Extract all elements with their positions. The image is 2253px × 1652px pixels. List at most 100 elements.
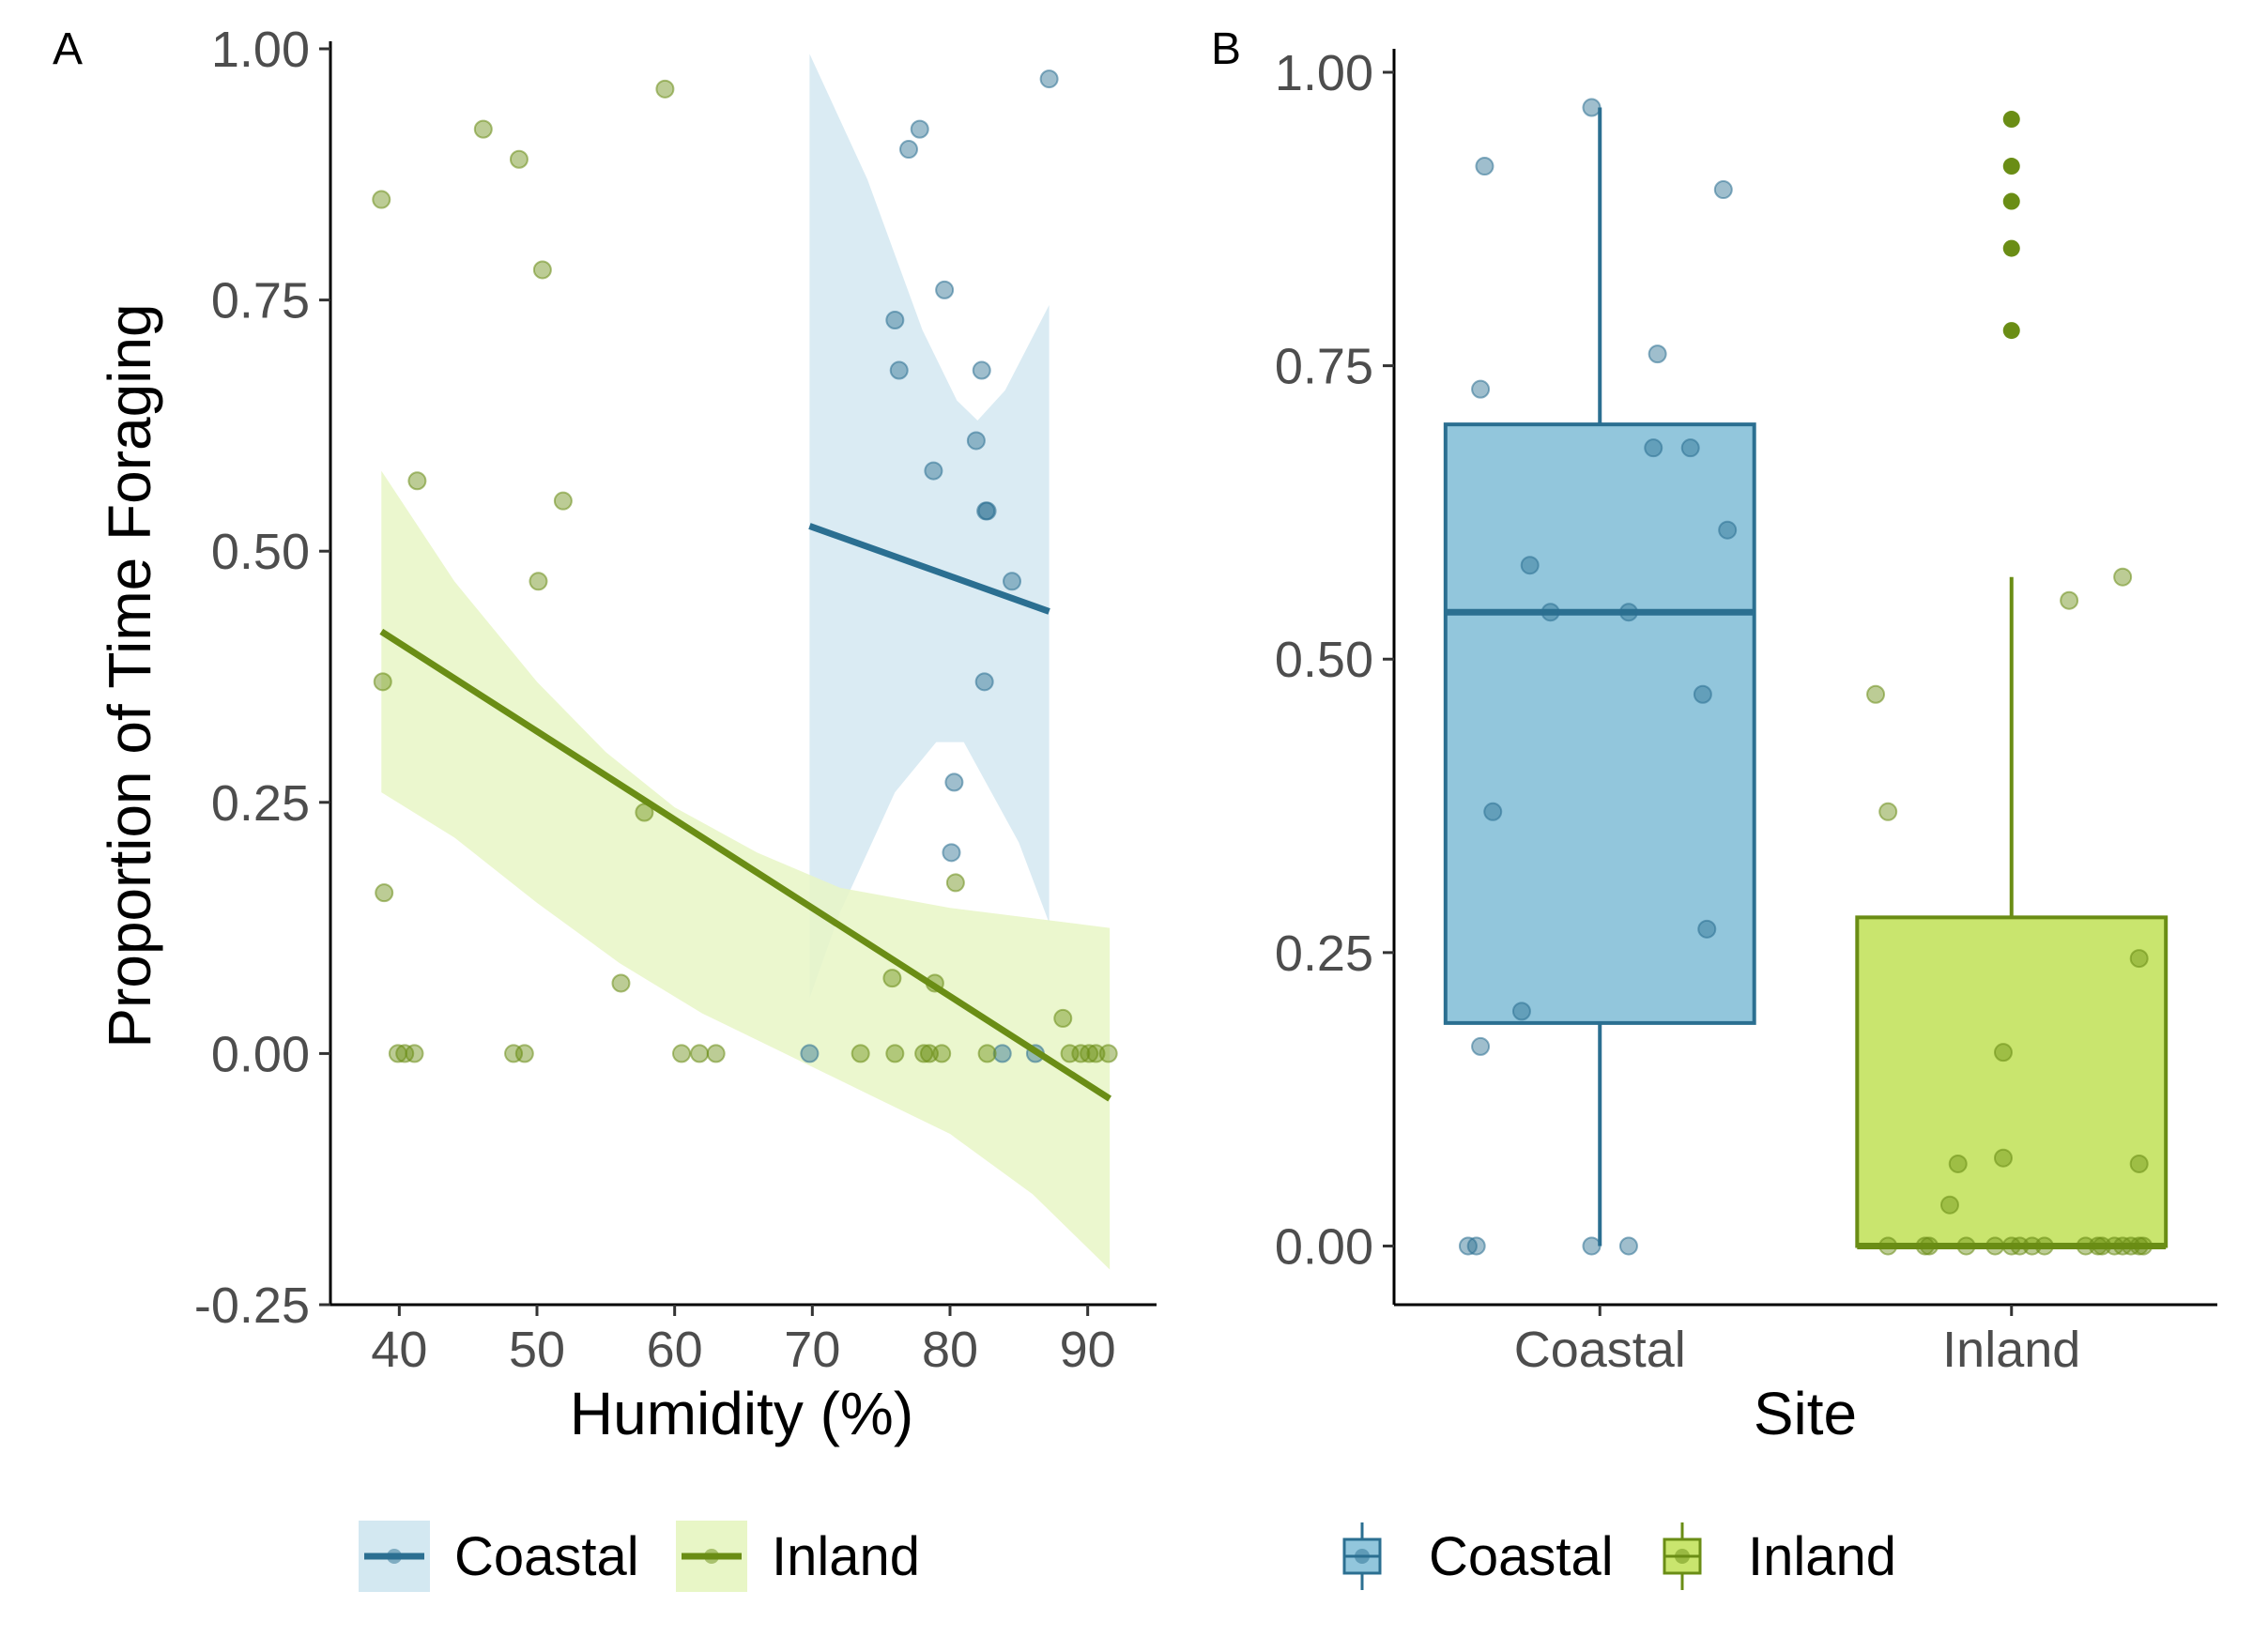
data-point-inland [706,1044,726,1063]
outlier-point-inland [2002,192,2020,210]
jitter-point-inland [2129,949,2149,969]
jitter-point-coastal [1471,379,1491,399]
data-point-inland [882,969,902,988]
data-point-inland [532,260,552,280]
data-point-inland [690,1044,710,1063]
fit-line-inland [379,628,1112,1102]
jitter-point-coastal [1582,1236,1602,1256]
legend-b-coastal-key [1342,1522,1382,1590]
data-point-coastal [910,119,929,139]
x-tick-label: 50 [509,1322,565,1378]
fit-line-coastal [808,523,1050,615]
data-point-inland [1080,1044,1099,1063]
jitter-point-inland [1993,1148,2013,1168]
data-point-inland [373,672,392,692]
x-tick-label: 40 [371,1322,427,1378]
y-tick-label: 0.50 [211,524,310,580]
ci-band-inland [381,470,1111,1270]
jitter-point-coastal [1471,1036,1491,1056]
legend-b-inland-key [1663,1522,1702,1590]
data-point-inland [509,149,529,169]
x-tick-label: 70 [784,1322,840,1378]
jitter-point-coastal [1540,603,1560,622]
y-tick-label: 0.25 [1275,925,1373,982]
y-tick-label: 0.75 [211,273,310,329]
jitter-point-inland [1878,802,1898,821]
data-point-inland [914,1044,934,1063]
data-point-coastal [935,280,955,299]
x-tick-label: 90 [1060,1322,1116,1378]
jitter-point-coastal [1511,1002,1531,1021]
legend-b: Coastal Inland [1342,1522,1896,1590]
x-tick-label: Inland [1942,1322,2080,1378]
data-point-inland [945,873,965,893]
data-point-coastal [885,311,905,330]
panel-b-boxplot: Coastal Inland 0.00 0.25 0.50 0.75 1.00 [1275,45,2217,1378]
outlier-point-inland [2002,239,2020,257]
jitter-point-inland [1920,1236,1939,1256]
data-point-inland [885,1044,905,1063]
jitter-point-inland [1993,1043,2013,1063]
y-tick-label: 0.00 [211,1026,310,1082]
x-tick-label: Coastal [1514,1322,1686,1378]
y-tick-label: 0.75 [1275,339,1373,395]
legend-b-coastal-label: Coastal [1429,1526,1614,1587]
data-point-inland [655,79,675,99]
jitter-point-coastal [1693,684,1712,704]
panel-a-scatter: 40 50 60 70 80 90 -0.25 0.00 0.25 0.50 0.75 1.00 [194,22,1157,1378]
data-point-coastal [992,1044,1012,1063]
legend-b-inland-label: Inland [1748,1526,1896,1587]
legend-a-inland-label: Inland [772,1526,920,1587]
jitter-point-coastal [1697,919,1717,939]
jitter-point-inland [1878,1236,1898,1256]
x-tick-label: 80 [922,1322,978,1378]
jitter-point-inland [1985,1236,2005,1256]
data-point-coastal [1039,69,1059,89]
data-point-inland [407,471,427,491]
data-point-coastal [972,360,991,380]
outlier-point-inland [2002,111,2020,129]
data-point-coastal [1003,572,1021,591]
data-point-inland [395,1044,415,1063]
jitter-point-inland [1948,1154,1968,1173]
data-point-coastal [944,772,964,792]
data-point-inland [553,491,573,511]
y-tick-label: 0.00 [1275,1218,1373,1275]
legend-a-inland-key [676,1521,747,1592]
jitter-point-inland [1939,1195,1959,1215]
jitter-point-coastal [1680,438,1700,458]
x-tick-label: 60 [647,1322,703,1378]
ci-band-coastal [809,54,1050,999]
jitter-point-coastal [1713,180,1733,200]
jitter-point-coastal [1648,344,1667,364]
outlier-point-inland [2002,322,2020,340]
jitter-point-coastal [1483,802,1503,821]
jitter-point-coastal [1466,1236,1486,1256]
data-point-coastal [974,672,994,692]
data-point-inland [375,883,394,903]
data-point-coastal [966,431,986,451]
jitter-point-coastal [1582,98,1602,117]
jitter-point-inland [1956,1236,1976,1256]
panel-b-xlabel: Site [1754,1380,1857,1447]
data-point-coastal [800,1044,820,1063]
legend-a: Coastal Inland [359,1521,920,1592]
jitter-point-coastal [1520,556,1540,575]
data-point-coastal [977,501,997,521]
panel-a-xlabel: Humidity (%) [570,1380,913,1447]
data-point-inland [1098,1044,1118,1063]
data-point-inland [473,119,493,139]
jitter-point-inland [2034,1236,2054,1256]
data-point-inland [977,1044,997,1063]
jitter-point-inland [2113,567,2133,587]
jitter-point-coastal [1618,603,1638,622]
data-point-inland [1053,1008,1073,1028]
data-point-inland [529,572,548,591]
box-coastal [1443,422,1756,1025]
data-point-inland [851,1044,870,1063]
data-point-inland [611,973,631,993]
legend-a-coastal-label: Coastal [454,1526,639,1587]
y-tick-label: -0.25 [194,1277,310,1334]
data-point-coastal [899,140,918,160]
